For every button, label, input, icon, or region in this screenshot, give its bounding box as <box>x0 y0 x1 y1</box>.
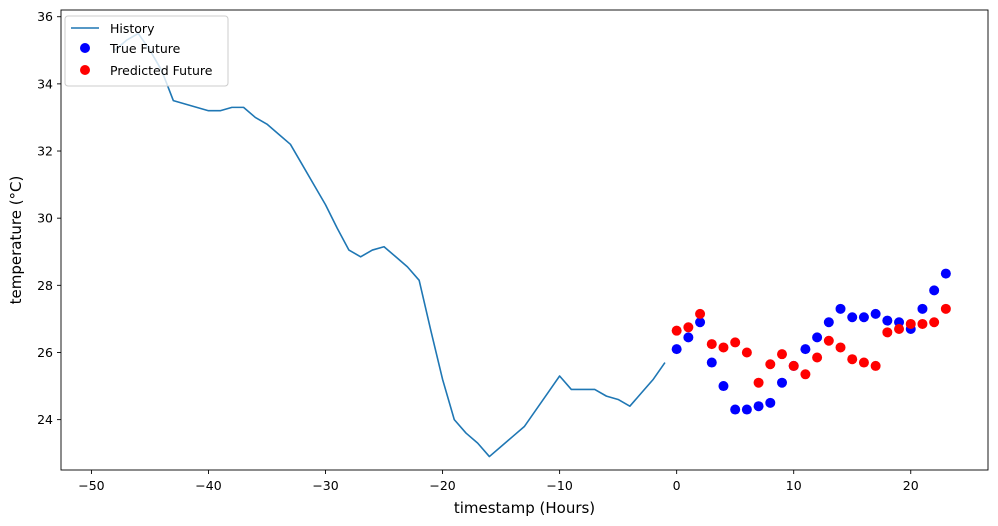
legend-predicted-future-label: Predicted Future <box>110 63 213 78</box>
data-point-true-future <box>870 308 881 319</box>
data-point-predicted-future <box>741 347 752 358</box>
axes-frame <box>60 9 989 471</box>
y-tick-label: 26 <box>37 345 53 360</box>
data-point-predicted-future <box>858 357 869 368</box>
data-point-true-future <box>695 317 706 328</box>
data-point-predicted-future <box>882 327 893 338</box>
x-tick-label: 20 <box>903 478 919 493</box>
y-tick-label: 30 <box>37 211 53 226</box>
data-point-predicted-future <box>905 318 916 329</box>
legend-true-future-swatch <box>80 43 90 53</box>
data-point-predicted-future <box>800 369 811 380</box>
data-point-true-future <box>765 397 776 408</box>
data-point-predicted-future <box>730 337 741 348</box>
x-tick-label: −30 <box>312 478 338 493</box>
x-axis: −50 −40 −30 −20 −10 0 10 20 <box>78 470 919 493</box>
data-point-true-future <box>858 312 869 323</box>
data-point-true-future <box>917 303 928 314</box>
x-tick-label: −20 <box>429 478 455 493</box>
data-point-true-future <box>847 312 858 323</box>
x-tick-label: −50 <box>78 478 104 493</box>
data-point-true-future <box>940 268 951 279</box>
data-point-true-future <box>730 404 741 415</box>
data-point-predicted-future <box>695 308 706 319</box>
y-tick-label: 24 <box>37 412 53 427</box>
data-point-true-future <box>929 285 940 296</box>
data-point-true-future <box>671 344 682 355</box>
data-point-true-future <box>835 303 846 314</box>
data-point-predicted-future <box>706 339 717 350</box>
data-point-predicted-future <box>777 349 787 360</box>
x-tick-label: −40 <box>195 478 221 493</box>
data-point-true-future <box>741 404 752 415</box>
x-tick-label: 10 <box>786 478 802 493</box>
plot-area <box>114 32 951 458</box>
data-point-predicted-future <box>753 377 764 388</box>
data-point-true-future <box>800 344 811 355</box>
legend-predicted-future-swatch <box>80 65 90 75</box>
data-point-true-future <box>753 401 764 412</box>
data-point-predicted-future <box>671 325 682 336</box>
data-point-predicted-future <box>940 303 951 314</box>
data-point-true-future <box>812 332 823 343</box>
y-tick-label: 32 <box>37 144 53 159</box>
x-tick-label: −10 <box>546 478 572 493</box>
data-point-predicted-future <box>812 352 823 363</box>
y-axis-title: temperature (°C) <box>7 176 25 305</box>
x-tick-label: 0 <box>673 478 681 493</box>
legend-history-label: History <box>110 21 155 36</box>
data-point-predicted-future <box>823 335 834 346</box>
legend-true-future-label: True Future <box>109 41 181 56</box>
data-point-true-future <box>718 381 729 392</box>
data-point-predicted-future <box>894 323 905 334</box>
data-point-true-future <box>882 315 893 326</box>
data-point-predicted-future <box>929 317 940 328</box>
data-point-predicted-future <box>765 359 776 370</box>
data-point-predicted-future <box>683 322 694 333</box>
data-point-predicted-future <box>870 360 881 371</box>
series-line-history <box>114 32 666 458</box>
data-point-true-future <box>823 317 834 328</box>
y-tick-label: 34 <box>37 76 53 91</box>
y-tick-label: 36 <box>37 9 53 24</box>
legend-box <box>64 15 229 87</box>
y-axis: 24 26 28 30 32 34 36 <box>37 9 61 427</box>
data-point-predicted-future <box>788 360 799 371</box>
x-axis-title: timestamp (Hours) <box>454 499 595 517</box>
data-point-true-future <box>777 377 787 388</box>
data-point-predicted-future <box>917 318 928 329</box>
y-tick-label: 28 <box>37 278 53 293</box>
data-point-predicted-future <box>718 342 729 353</box>
data-point-true-future <box>683 332 694 343</box>
legend: History True Future Predicted Future <box>64 15 229 87</box>
data-point-true-future <box>706 357 717 368</box>
data-point-predicted-future <box>847 354 858 365</box>
data-point-predicted-future <box>835 342 846 353</box>
